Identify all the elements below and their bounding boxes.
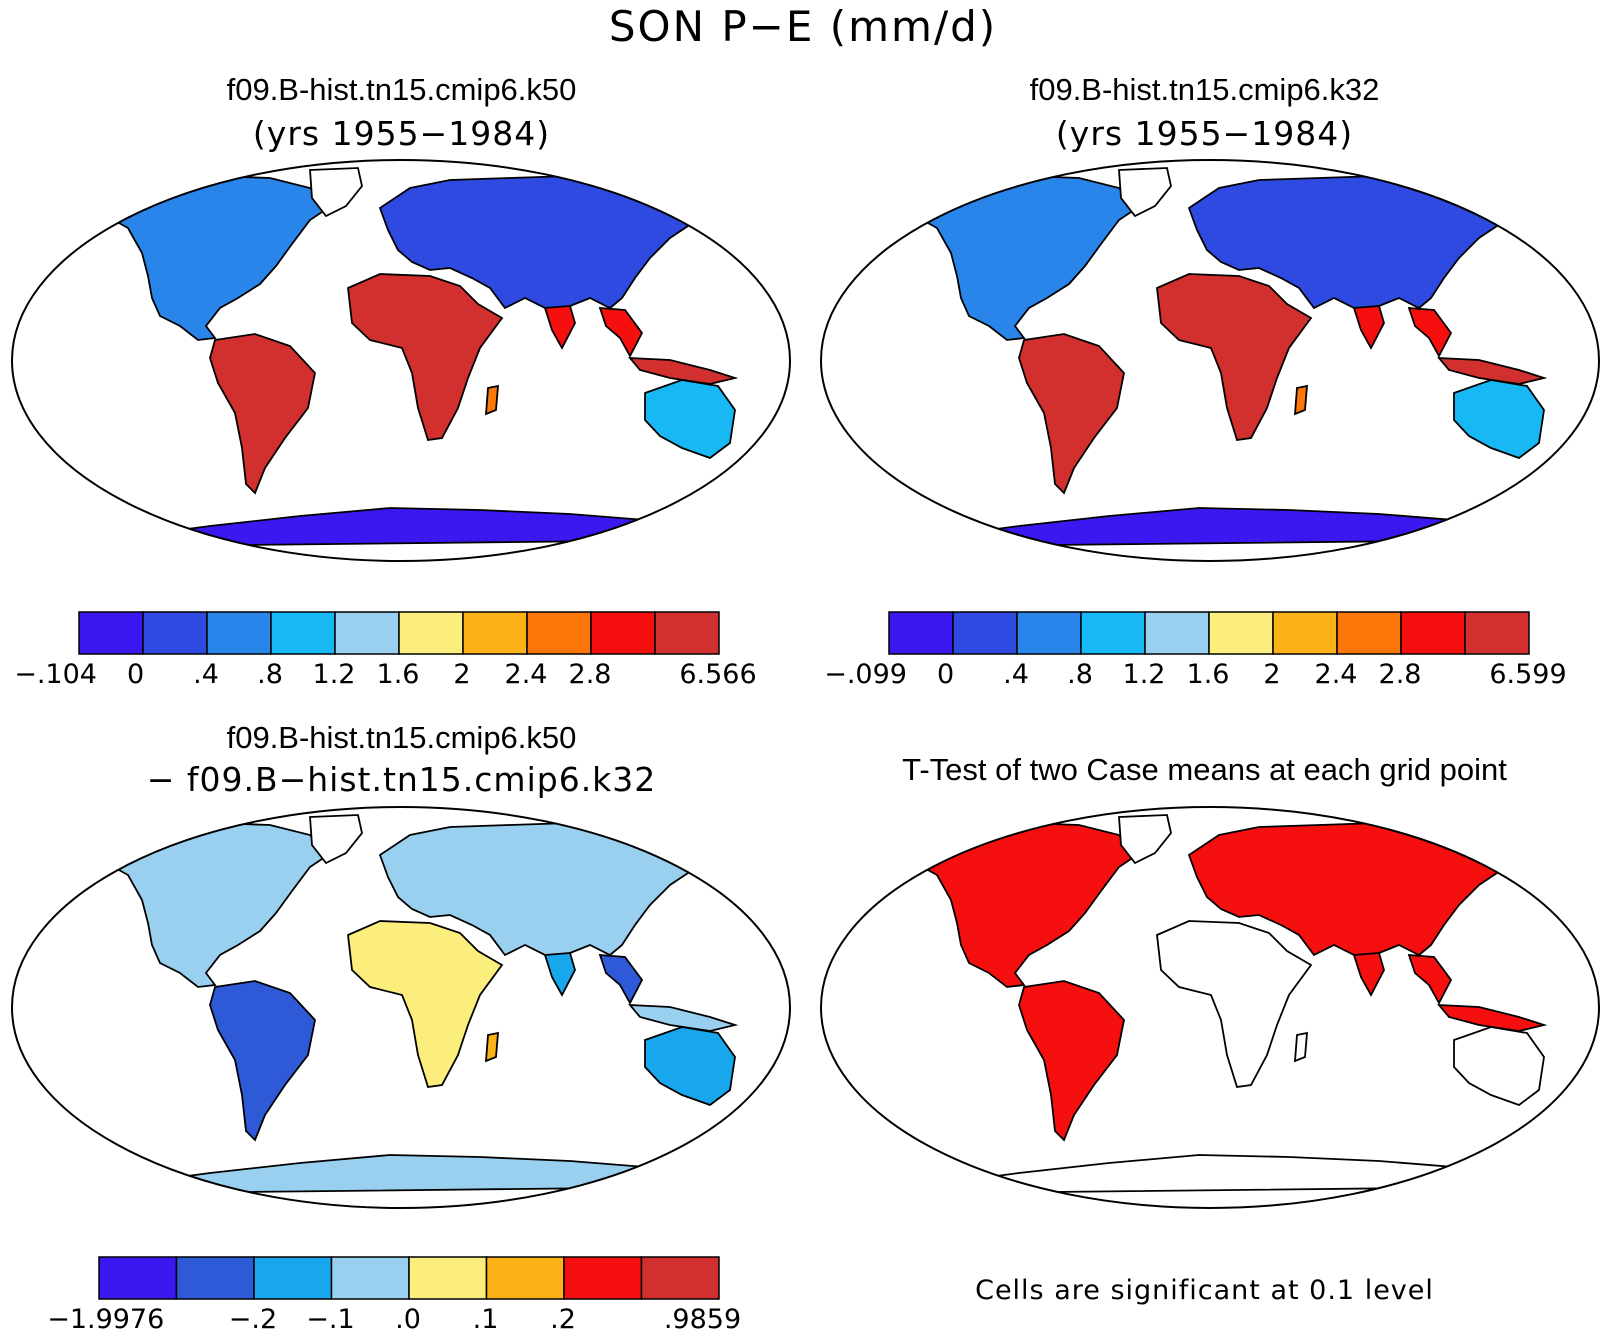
panel-1-map: [11, 159, 791, 562]
colorbar-swatch: [1208, 611, 1274, 655]
colorbar-swatch: [485, 1256, 565, 1300]
panel-2-title: f09.B-hist.tn15.cmip6.k32: [1029, 72, 1380, 107]
colorbar-swatch: [1464, 611, 1530, 655]
colorbar-tick-label: 6.599: [1489, 659, 1567, 690]
colorbar-tick-label: −.1: [306, 1304, 355, 1335]
colorbar-tick-label: −.2: [228, 1304, 278, 1335]
colorbar-swatch: [888, 611, 954, 655]
colorbar-swatch: [253, 1256, 333, 1300]
colorbar-tick-label: .0: [395, 1304, 421, 1335]
colorbar-tick-label: 2.8: [1378, 659, 1422, 690]
colorbar-tick-label: .8: [257, 659, 283, 690]
colorbar-swatch: [1016, 611, 1082, 655]
colorbar-tick-label: .9859: [663, 1304, 742, 1335]
colorbar-tick-label: .2: [550, 1304, 576, 1335]
colorbar-tick-label: 6.566: [679, 659, 757, 690]
panel-3-map: [11, 806, 791, 1209]
colorbar-swatch: [175, 1256, 255, 1300]
colorbar-swatch: [330, 1256, 410, 1300]
panel-3-colorbar: [98, 1256, 720, 1300]
colorbar-tick-label: 0: [127, 659, 145, 690]
panel-2-colorbar: [888, 611, 1530, 655]
panel-3-title: f09.B-hist.tn15.cmip6.k50: [226, 720, 577, 755]
colorbar-tick-label: 2: [453, 659, 471, 690]
colorbar-tick-label: 2.4: [1314, 659, 1358, 690]
panel-1-colorbar: [78, 611, 720, 655]
colorbar-tick-label: .4: [193, 659, 219, 690]
colorbar-tick-label: −1.9976: [47, 1304, 165, 1335]
colorbar-swatch: [78, 611, 144, 655]
colorbar-swatch: [408, 1256, 488, 1300]
panel-2-map: [820, 159, 1600, 562]
panel-4-map: [820, 806, 1600, 1209]
colorbar-swatch: [98, 1256, 178, 1300]
panel-4-title: T-Test of two Case means at each grid po…: [902, 752, 1507, 787]
figure-title: SON P−E (mm/d): [608, 2, 998, 51]
panel-1-subtitle: (yrs 1955−1984): [252, 114, 551, 153]
colorbar-swatch: [1272, 611, 1338, 655]
panel-3-subtitle: − f09.B−hist.tn15.cmip6.k32: [146, 760, 657, 799]
panel-1-title: f09.B-hist.tn15.cmip6.k50: [226, 72, 577, 107]
colorbar-swatch: [1080, 611, 1146, 655]
colorbar-swatch: [334, 611, 400, 655]
colorbar-swatch: [640, 1256, 720, 1300]
colorbar-swatch: [590, 611, 656, 655]
colorbar-swatch: [654, 611, 720, 655]
colorbar-tick-label: .1: [472, 1304, 499, 1335]
colorbar-tick-label: 2.4: [504, 659, 548, 690]
colorbar-tick-label: 1.6: [1186, 659, 1230, 690]
colorbar-tick-label: 1.2: [1122, 659, 1166, 690]
colorbar-tick-label: −.099: [824, 659, 907, 690]
colorbar-swatch: [563, 1256, 643, 1300]
colorbar-tick-label: 2.8: [568, 659, 612, 690]
panel-2-subtitle: (yrs 1955−1984): [1055, 114, 1354, 153]
colorbar-tick-label: .8: [1067, 659, 1093, 690]
colorbar-swatch: [462, 611, 528, 655]
colorbar-swatch: [1336, 611, 1402, 655]
colorbar-tick-label: −.104: [14, 659, 97, 690]
colorbar-swatch: [398, 611, 464, 655]
colorbar-swatch: [1400, 611, 1466, 655]
colorbar-swatch: [526, 611, 592, 655]
colorbar-swatch: [952, 611, 1018, 655]
colorbar-swatch: [206, 611, 272, 655]
colorbar-tick-label: 2: [1263, 659, 1281, 690]
colorbar-tick-label: 1.6: [376, 659, 420, 690]
colorbar-tick-label: .4: [1003, 659, 1029, 690]
colorbar-tick-label: 1.2: [312, 659, 356, 690]
colorbar-tick-label: 0: [937, 659, 955, 690]
significance-note: Cells are significant at 0.1 level: [975, 1275, 1434, 1306]
colorbar-swatch: [142, 611, 208, 655]
colorbar-swatch: [270, 611, 336, 655]
colorbar-swatch: [1144, 611, 1210, 655]
